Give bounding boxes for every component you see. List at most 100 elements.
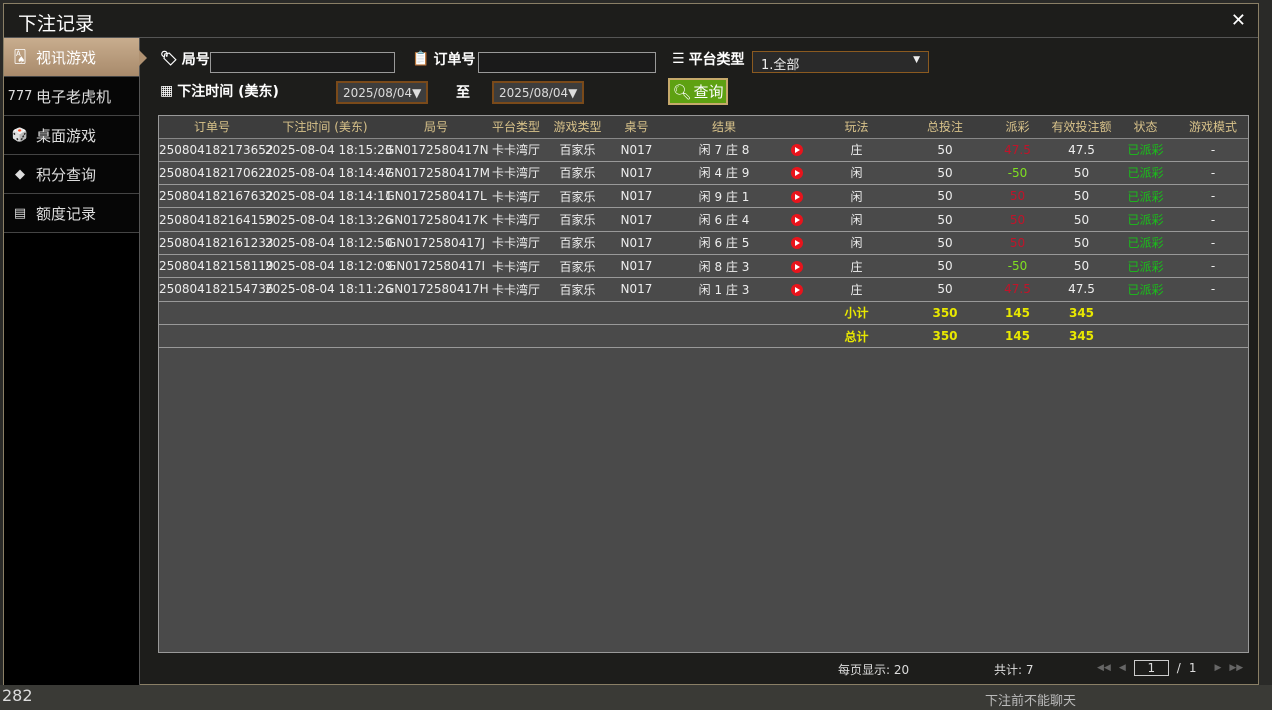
cell: 卡卡湾厅 xyxy=(487,184,545,209)
cell: 250804182158119 xyxy=(159,254,274,279)
cell: 50 xyxy=(1050,231,1113,255)
play-icon xyxy=(790,214,803,227)
cell: 50 xyxy=(905,207,985,232)
column-header: 结果 xyxy=(663,116,785,139)
cell: - xyxy=(1178,277,1248,302)
cell: -50 xyxy=(985,254,1050,279)
video-replay-button[interactable] xyxy=(785,207,808,232)
background-number: 282 xyxy=(2,686,33,705)
chevron-down-icon: ▼ xyxy=(913,55,920,65)
video-replay-button[interactable] xyxy=(785,184,808,209)
background-game xyxy=(0,685,1272,710)
sidebar-item-2[interactable]: 🎲 桌面游戏 xyxy=(4,116,139,155)
prev-page-icon[interactable]: ◀ xyxy=(1118,663,1126,673)
cell: 47.5 xyxy=(985,277,1050,302)
date-from-picker[interactable]: 2025/08/04▼ xyxy=(336,81,428,104)
cell: 闲 xyxy=(808,231,905,255)
sidebar: 🂡 视讯游戏 777 电子老虎机 🎲 桌面游戏 ◆ 积分查询 ▤ 额度记录 xyxy=(4,38,147,685)
spacer xyxy=(159,324,808,349)
column-header xyxy=(785,116,808,139)
cell: N017 xyxy=(610,277,663,302)
calendar-icon: ▦ xyxy=(160,83,174,99)
play-icon xyxy=(790,237,803,250)
cell: GN0172580417L xyxy=(385,184,487,209)
cell: 闲 xyxy=(808,161,905,186)
cell: 250804182161233 xyxy=(159,231,274,255)
cell: 250804182167632 xyxy=(159,184,274,209)
page-total: 1 xyxy=(1188,661,1197,675)
sidebar-item-label: 桌面游戏 xyxy=(36,126,97,145)
column-header: 桌号 xyxy=(610,116,663,139)
cell: 50 xyxy=(985,207,1050,232)
cell: 2025-08-04 18:15:23 xyxy=(265,138,392,162)
sidebar-item-4[interactable]: ▤ 额度记录 xyxy=(4,194,139,233)
platform-select[interactable]: 1.全部 ▼ xyxy=(752,51,929,73)
sidebar-item-label: 视讯游戏 xyxy=(36,48,97,67)
cell: 50 xyxy=(1050,161,1113,186)
cell: 250804182154736 xyxy=(159,277,274,302)
list-icon: ☰ xyxy=(672,51,685,67)
cell: 闲 xyxy=(808,207,905,232)
cell: 闲 7 庄 8 xyxy=(663,138,785,162)
cell: N017 xyxy=(610,207,663,232)
cell: 2025-08-04 18:14:47 xyxy=(265,161,392,186)
query-button[interactable]: 🔍︎ 查询 xyxy=(668,78,728,105)
total-row: 总计 350 145 345 xyxy=(159,324,1248,349)
subtotal-payout: 145 xyxy=(985,301,1050,325)
cell: 卡卡湾厅 xyxy=(487,254,545,279)
clipboard-icon: 📋 xyxy=(412,51,430,67)
last-page-icon[interactable]: ▶▶ xyxy=(1229,663,1244,673)
cell: 百家乐 xyxy=(545,161,610,186)
subtotal-label: 小计 xyxy=(808,301,905,325)
date-to-picker[interactable]: 2025/08/04▼ xyxy=(492,81,584,104)
table-row: 250804182170621 2025-08-04 18:14:47 GN0172… xyxy=(159,161,1248,186)
cell: 已派彩 xyxy=(1113,207,1178,232)
video-replay-button[interactable] xyxy=(785,254,808,279)
subtotal-row: 小计 350 145 345 xyxy=(159,301,1248,325)
column-header: 有效投注额 xyxy=(1050,116,1113,139)
video-replay-button[interactable] xyxy=(785,277,808,302)
cell: 2025-08-04 18:13:26 xyxy=(265,207,392,232)
table-header: 订单号 下注时间 (美东) 局号 平台类型 游戏类型 桌号 结果 玩法 总投注 派彩 有效投注额 状态… xyxy=(159,116,1248,139)
cell: 250804182173652 xyxy=(159,138,274,162)
order-input[interactable] xyxy=(478,52,656,73)
table-row: 250804182167632 2025-08-04 18:14:11 GN0172… xyxy=(159,184,1248,209)
cell: 庄 xyxy=(808,254,905,279)
chat-placeholder: 下注前不能聊天 xyxy=(985,694,1077,709)
cell: 50 xyxy=(985,184,1050,209)
cell: 百家乐 xyxy=(545,277,610,302)
total-label: 总计 xyxy=(808,324,905,349)
to-label: 至 xyxy=(456,85,470,101)
records-table: 订单号 下注时间 (美东) 局号 平台类型 游戏类型 桌号 结果 玩法 总投注 派彩 有效投注额 状态… xyxy=(158,115,1249,653)
play-icon xyxy=(790,167,803,180)
table-row: 250804182158119 2025-08-04 18:12:09 GN0172… xyxy=(159,254,1248,279)
round-input[interactable] xyxy=(210,52,395,73)
column-header: 总投注 xyxy=(905,116,985,139)
video-replay-button[interactable] xyxy=(785,138,808,162)
cell: 闲 9 庄 1 xyxy=(663,184,785,209)
cell: 50 xyxy=(905,277,985,302)
per-page: 每页显示: 20 xyxy=(838,663,910,677)
table-row: 250804182154736 2025-08-04 18:11:26 GN0172… xyxy=(159,277,1248,302)
cell: 47.5 xyxy=(1050,138,1113,162)
sidebar-item-0[interactable]: 🂡 视讯游戏 xyxy=(4,38,147,77)
sidebar-item-3[interactable]: ◆ 积分查询 xyxy=(4,155,139,194)
platform-label: ☰ 平台类型 xyxy=(672,51,745,68)
cell: 50 xyxy=(1050,207,1113,232)
video-replay-button[interactable] xyxy=(785,231,808,255)
cell: 50 xyxy=(905,184,985,209)
close-icon[interactable]: ✕ xyxy=(1230,10,1246,31)
cell: 已派彩 xyxy=(1113,184,1178,209)
slot-777-icon: 777 xyxy=(7,88,33,104)
page-input[interactable]: 1 xyxy=(1133,660,1169,676)
cell: - xyxy=(1178,231,1248,255)
next-page-icon[interactable]: ▶ xyxy=(1214,663,1222,673)
first-page-icon[interactable]: ◀◀ xyxy=(1097,663,1111,673)
cell: 2025-08-04 18:14:11 xyxy=(265,184,392,209)
page-separator: / xyxy=(1176,661,1181,675)
cell: 卡卡湾厅 xyxy=(487,277,545,302)
video-replay-button[interactable] xyxy=(785,161,808,186)
sidebar-item-1[interactable]: 777 电子老虎机 xyxy=(4,77,139,116)
cell: N017 xyxy=(610,184,663,209)
cell: 百家乐 xyxy=(545,184,610,209)
